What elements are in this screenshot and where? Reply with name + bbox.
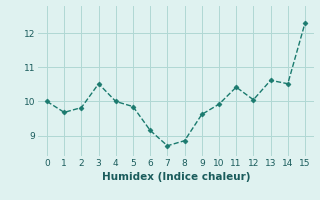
X-axis label: Humidex (Indice chaleur): Humidex (Indice chaleur) [102, 172, 250, 182]
